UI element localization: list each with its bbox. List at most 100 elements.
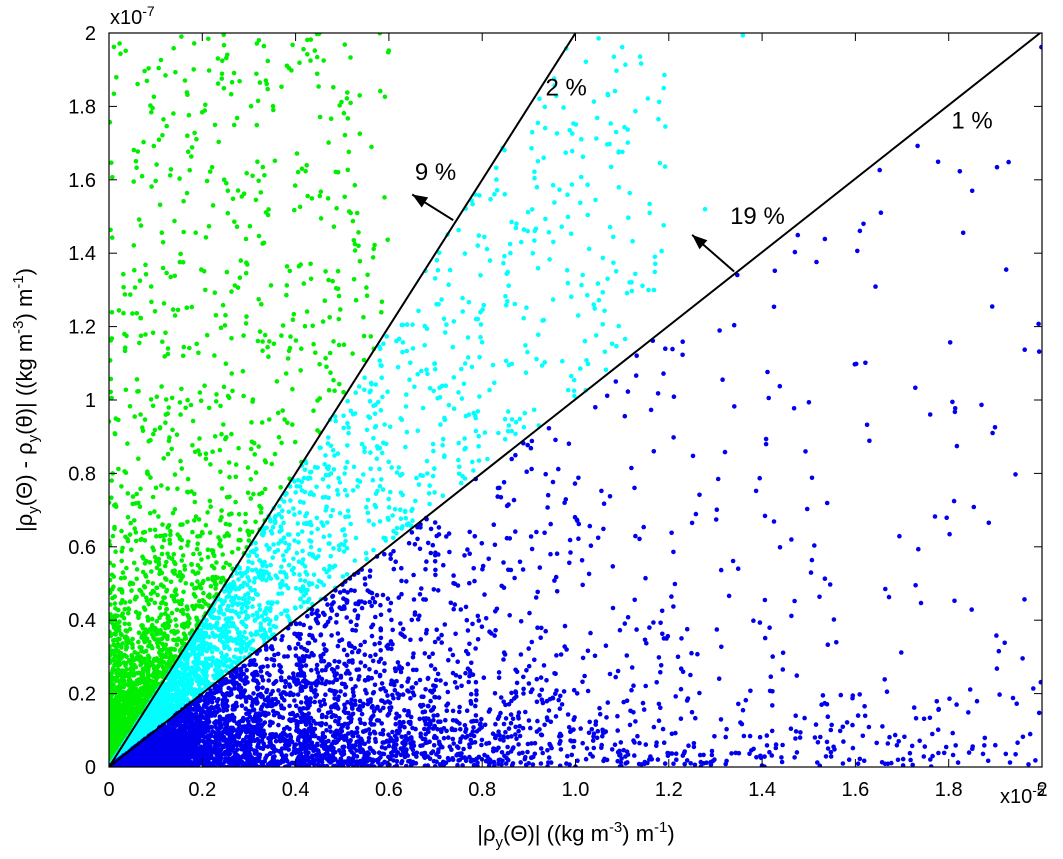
data-point (212, 579, 217, 585)
data-point (132, 268, 137, 273)
data-point (221, 422, 226, 427)
data-point (345, 90, 350, 95)
data-point (331, 377, 336, 383)
data-point (266, 417, 272, 422)
data-point (350, 218, 356, 224)
data-point (479, 340, 485, 345)
data-point (475, 409, 481, 414)
data-point (144, 683, 150, 689)
data-point (120, 570, 126, 575)
data-point (514, 221, 519, 226)
data-point (571, 121, 576, 126)
data-point (134, 655, 140, 660)
data-point (134, 567, 140, 572)
data-point (213, 667, 218, 672)
data-point (174, 607, 180, 613)
data-point (181, 344, 187, 350)
data-point (155, 592, 160, 598)
data-point (158, 582, 164, 587)
data-point (308, 58, 313, 63)
data-point (534, 356, 539, 362)
data-point (327, 350, 333, 356)
data-point (335, 451, 341, 456)
data-point (482, 430, 488, 435)
data-point (305, 52, 310, 57)
data-point (335, 492, 341, 497)
data-point (442, 330, 448, 335)
data-point (564, 268, 570, 273)
data-point (286, 348, 292, 354)
data-point (504, 271, 510, 277)
data-point (311, 572, 317, 578)
data-point (456, 440, 462, 446)
data-point (379, 299, 385, 305)
data-point (156, 640, 161, 645)
data-point (543, 216, 548, 222)
data-point (230, 388, 235, 394)
data-point (199, 110, 205, 115)
data-point (142, 638, 147, 644)
data-point (173, 561, 178, 567)
data-point (118, 631, 124, 637)
data-point (394, 525, 400, 531)
data-point (416, 308, 421, 314)
data-point (450, 344, 456, 350)
data-point (492, 380, 497, 386)
data-point (164, 607, 169, 612)
data-point (415, 372, 421, 377)
data-point (263, 611, 269, 616)
data-point (580, 154, 586, 160)
data-point (128, 580, 133, 586)
data-point (578, 174, 584, 180)
data-point (505, 299, 510, 304)
data-point (331, 224, 337, 229)
data-point (246, 559, 251, 564)
data-point (240, 596, 245, 601)
data-point (509, 417, 515, 422)
data-point (224, 623, 229, 628)
data-point (112, 613, 118, 618)
data-point (458, 480, 464, 486)
data-point (385, 515, 391, 521)
data-point (217, 637, 223, 643)
data-point (633, 108, 638, 114)
data-point (145, 618, 151, 623)
data-point (165, 486, 170, 491)
data-point (381, 341, 386, 347)
data-point (161, 301, 167, 306)
data-point (229, 371, 234, 376)
data-point (391, 529, 396, 534)
data-point (224, 630, 229, 636)
data-point (225, 664, 230, 669)
data-point (314, 71, 320, 77)
data-point (165, 346, 171, 351)
data-point (137, 340, 142, 346)
data-point (431, 448, 436, 454)
data-point (565, 280, 571, 286)
data-point (294, 484, 300, 489)
data-point (195, 570, 201, 575)
data-point (138, 686, 144, 691)
data-point (367, 415, 373, 421)
data-point (145, 693, 150, 699)
data-point (280, 323, 286, 328)
data-point (141, 556, 146, 561)
data-point (213, 623, 218, 628)
data-point (168, 532, 173, 538)
data-point (582, 338, 588, 344)
data-point (239, 605, 245, 611)
data-point (212, 122, 218, 128)
data-point (265, 86, 271, 92)
data-point (208, 625, 214, 631)
data-point (295, 169, 301, 175)
data-point (487, 387, 492, 393)
data-point (268, 528, 274, 534)
data-point (235, 285, 241, 290)
data-point (189, 582, 195, 587)
data-point (311, 341, 316, 347)
data-point (327, 315, 333, 320)
data-point (242, 630, 247, 635)
data-point (132, 285, 138, 290)
data-point (146, 439, 151, 444)
data-point (301, 281, 307, 286)
